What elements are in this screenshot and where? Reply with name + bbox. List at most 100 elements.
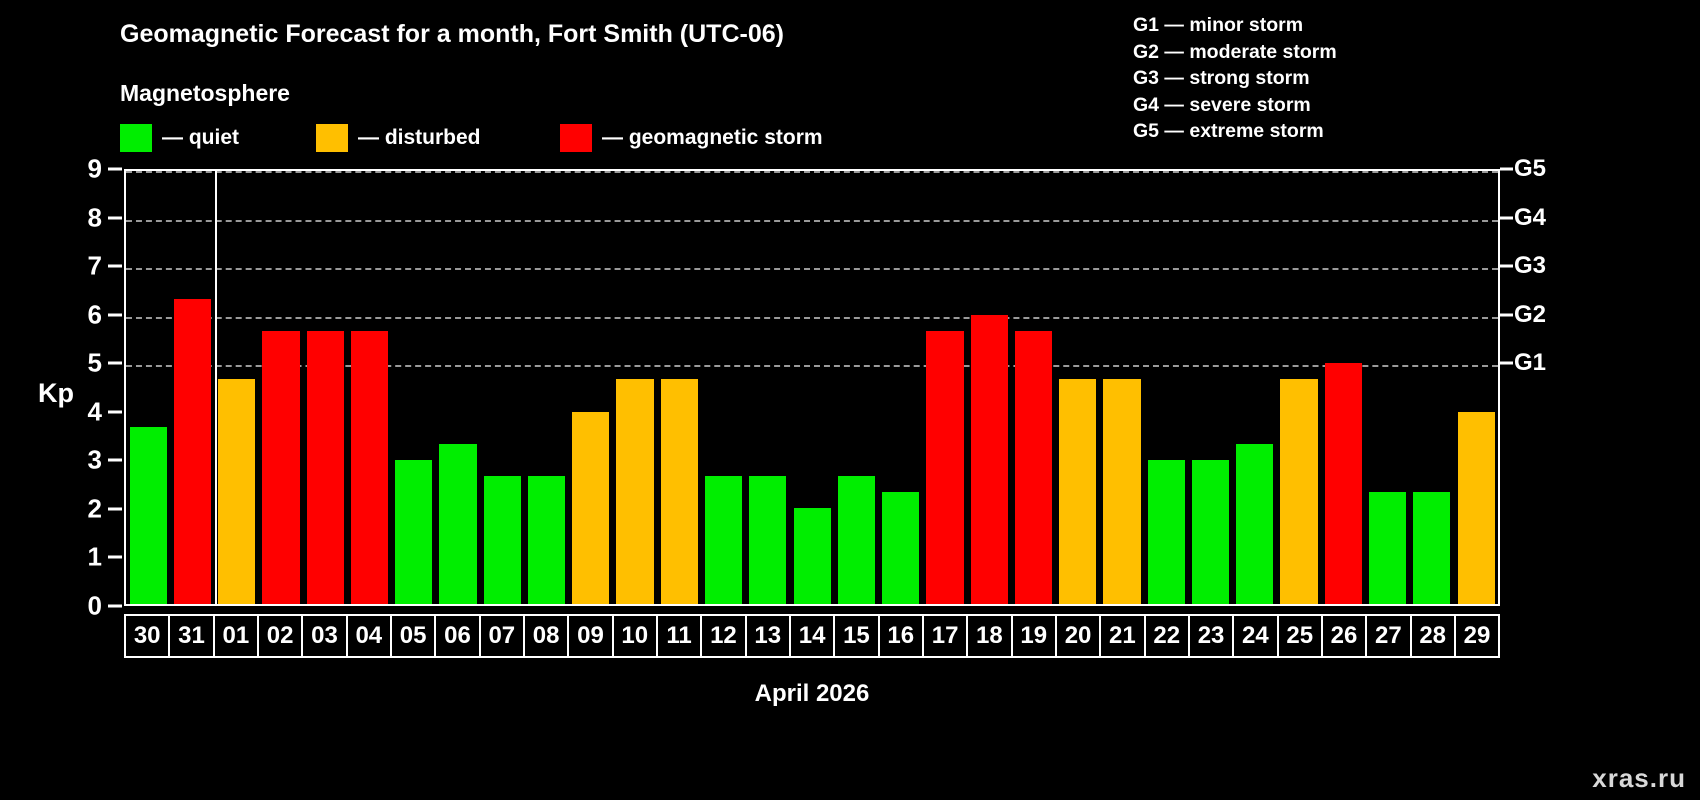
bar-25[interactable] (1280, 379, 1318, 604)
y-axis-title: Kp (38, 378, 74, 408)
bar-cell-19[interactable] (1011, 171, 1055, 604)
date-label-19[interactable]: 19 (1013, 616, 1057, 656)
date-label-21[interactable]: 21 (1101, 616, 1146, 656)
date-label-09[interactable]: 09 (569, 616, 614, 656)
bar-29[interactable] (1457, 411, 1495, 604)
date-label-02[interactable]: 02 (259, 616, 304, 656)
bar-cell-07[interactable] (480, 171, 524, 604)
date-label-13[interactable]: 13 (747, 616, 791, 656)
bar-01[interactable] (218, 379, 256, 604)
bar-03[interactable] (306, 331, 344, 604)
bar-cell-12[interactable] (701, 171, 745, 604)
y-tick-mark-4 (108, 410, 122, 414)
date-label-28[interactable]: 28 (1412, 616, 1456, 656)
date-label-22[interactable]: 22 (1146, 616, 1190, 656)
bar-cell-10[interactable] (613, 171, 657, 604)
date-label-17[interactable]: 17 (924, 616, 969, 656)
bar-14[interactable] (793, 507, 831, 604)
bar-cell-08[interactable] (524, 171, 568, 604)
bar-20[interactable] (1059, 379, 1097, 604)
bar-cell-29[interactable] (1454, 171, 1498, 604)
bar-cell-25[interactable] (1277, 171, 1321, 604)
bar-cell-21[interactable] (1100, 171, 1144, 604)
bar-22[interactable] (1147, 459, 1185, 604)
chart-subtitle: Magnetosphere (120, 80, 290, 106)
date-label-03[interactable]: 03 (303, 616, 348, 656)
bar-cell-24[interactable] (1233, 171, 1277, 604)
gridline-kp-5 (126, 365, 1498, 368)
date-label-26[interactable]: 26 (1323, 616, 1368, 656)
bar-cell-31[interactable] (170, 171, 214, 604)
y-tick-label-8: 8 (87, 202, 102, 233)
gridline-kp-7 (126, 268, 1498, 271)
date-label-30[interactable]: 30 (126, 616, 171, 656)
bar-cell-03[interactable] (303, 171, 347, 604)
bar-cell-14[interactable] (790, 171, 834, 604)
bar-30[interactable] (129, 427, 167, 604)
bar-16[interactable] (882, 491, 920, 604)
bar-17[interactable] (926, 331, 964, 604)
bar-02[interactable] (262, 331, 300, 604)
date-label-25[interactable]: 25 (1279, 616, 1323, 656)
date-label-24[interactable]: 24 (1234, 616, 1279, 656)
date-label-08[interactable]: 08 (525, 616, 570, 656)
bar-15[interactable] (837, 475, 875, 604)
bar-cell-30[interactable] (126, 171, 170, 604)
bar-23[interactable] (1191, 459, 1230, 604)
bar-27[interactable] (1368, 491, 1407, 604)
bar-cell-01[interactable] (215, 171, 259, 604)
bar-cell-11[interactable] (657, 171, 701, 604)
bar-cell-17[interactable] (923, 171, 967, 604)
bar-cell-16[interactable] (879, 171, 923, 604)
bar-10[interactable] (616, 379, 654, 604)
bar-05[interactable] (395, 459, 433, 604)
date-label-07[interactable]: 07 (481, 616, 525, 656)
bar-cell-04[interactable] (347, 171, 391, 604)
date-label-18[interactable]: 18 (968, 616, 1013, 656)
date-label-23[interactable]: 23 (1190, 616, 1235, 656)
bar-12[interactable] (705, 475, 743, 604)
bar-cell-26[interactable] (1321, 171, 1365, 604)
bar-19[interactable] (1014, 331, 1053, 604)
bar-11[interactable] (660, 379, 698, 604)
bar-cell-28[interactable] (1410, 171, 1454, 604)
date-label-11[interactable]: 11 (658, 616, 703, 656)
bar-04[interactable] (350, 331, 389, 604)
bar-cell-20[interactable] (1056, 171, 1100, 604)
bar-cell-06[interactable] (436, 171, 480, 604)
bar-cell-22[interactable] (1144, 171, 1188, 604)
date-label-27[interactable]: 27 (1367, 616, 1412, 656)
date-label-20[interactable]: 20 (1057, 616, 1102, 656)
bar-cell-09[interactable] (569, 171, 613, 604)
bar-28[interactable] (1413, 491, 1451, 604)
date-label-29[interactable]: 29 (1463, 622, 1491, 649)
bar-24[interactable] (1236, 443, 1274, 604)
bar-cell-27[interactable] (1365, 171, 1409, 604)
bar-cell-23[interactable] (1188, 171, 1232, 604)
date-label-10[interactable]: 10 (614, 616, 658, 656)
date-label-06[interactable]: 06 (436, 616, 481, 656)
date-label-16[interactable]: 16 (880, 616, 924, 656)
bar-21[interactable] (1103, 379, 1141, 604)
bar-06[interactable] (439, 443, 477, 604)
bar-26[interactable] (1324, 363, 1362, 604)
bar-cell-02[interactable] (259, 171, 303, 604)
bar-cell-13[interactable] (746, 171, 790, 604)
bar-cell-05[interactable] (392, 171, 436, 604)
bar-09[interactable] (572, 411, 610, 604)
bar-13[interactable] (749, 475, 787, 604)
date-label-01[interactable]: 01 (215, 616, 259, 656)
bar-07[interactable] (483, 475, 521, 604)
date-label-04[interactable]: 04 (348, 616, 392, 656)
date-label-31[interactable]: 31 (170, 616, 215, 656)
bar-31[interactable] (173, 299, 211, 604)
bar-cell-18[interactable] (967, 171, 1011, 604)
date-label-14[interactable]: 14 (791, 616, 836, 656)
date-label-12[interactable]: 12 (702, 616, 747, 656)
date-label-05[interactable]: 05 (392, 616, 437, 656)
bar-18[interactable] (970, 315, 1008, 604)
bar-cell-15[interactable] (834, 171, 878, 604)
g-scale-legend: G1 — minor storm G2 — moderate storm G3 — … (1133, 12, 1337, 145)
date-label-15[interactable]: 15 (835, 616, 880, 656)
bar-08[interactable] (527, 475, 566, 604)
